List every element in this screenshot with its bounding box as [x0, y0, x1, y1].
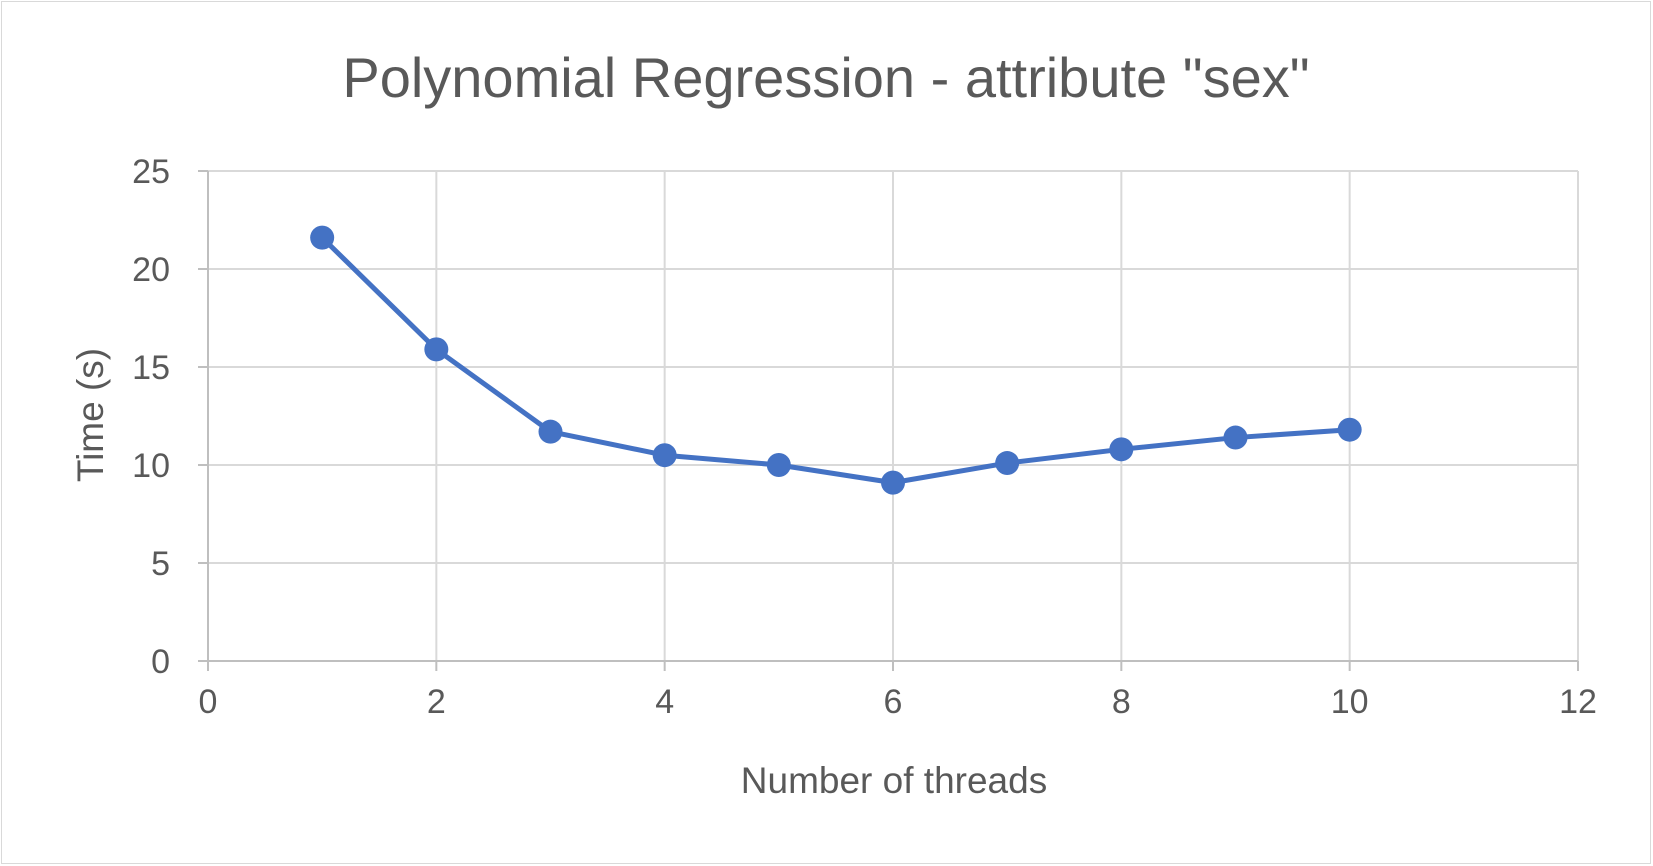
data-point-0-3 — [652, 443, 677, 468]
axes — [198, 170, 1579, 671]
series-line-0 — [319, 235, 1353, 486]
data-point-0-4 — [766, 453, 791, 477]
x-tick-labels: 0 2 4 6 8 10 12 — [199, 683, 1597, 721]
x-tick-label-6: 12 — [1559, 683, 1597, 721]
x-tick-label-5: 10 — [1331, 683, 1369, 721]
x-axis-title: Number of threads — [741, 760, 1047, 801]
y-tick-label-2: 10 — [132, 447, 170, 485]
y-tick-label-3: 15 — [132, 349, 170, 387]
chart-title: Polynomial Regression - attribute "sex" — [342, 46, 1309, 109]
y-axis-title: Time (s) — [70, 348, 111, 482]
x-tick-label-4: 8 — [1112, 683, 1131, 721]
y-tick-label-4: 20 — [132, 251, 170, 289]
data-point-0-6 — [995, 451, 1020, 476]
data-point-0-0 — [310, 225, 335, 250]
y-tick-label-0: 0 — [151, 643, 170, 681]
x-tick-label-2: 4 — [655, 683, 674, 721]
y-tick-label-1: 5 — [151, 545, 170, 583]
y-tick-labels: 0 5 10 15 20 25 — [132, 153, 170, 681]
x-tick-label-0: 0 — [199, 683, 218, 721]
grid — [207, 170, 1579, 661]
data-point-0-7 — [1109, 437, 1134, 462]
data-point-0-1 — [424, 337, 449, 362]
x-tick-label-1: 2 — [427, 683, 446, 721]
y-tick-label-5: 25 — [132, 153, 170, 191]
x-tick-label-3: 6 — [884, 683, 903, 721]
series-group — [310, 225, 1362, 495]
data-point-0-5 — [881, 470, 905, 495]
data-point-0-8 — [1223, 425, 1248, 450]
data-point-0-9 — [1337, 417, 1362, 442]
data-point-0-2 — [538, 419, 563, 444]
